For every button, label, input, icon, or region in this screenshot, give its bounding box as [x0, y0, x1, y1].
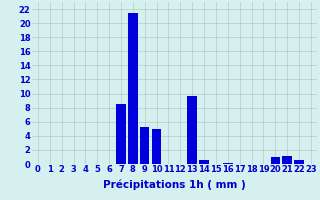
Bar — [199, 160, 209, 164]
Bar — [140, 127, 149, 164]
Bar — [128, 13, 138, 164]
Bar — [116, 104, 126, 164]
Bar — [282, 156, 292, 164]
Bar — [270, 157, 280, 164]
Bar — [294, 160, 304, 164]
X-axis label: Précipitations 1h ( mm ): Précipitations 1h ( mm ) — [103, 180, 246, 190]
Bar — [152, 129, 161, 164]
Bar — [188, 96, 197, 164]
Bar — [223, 163, 233, 164]
